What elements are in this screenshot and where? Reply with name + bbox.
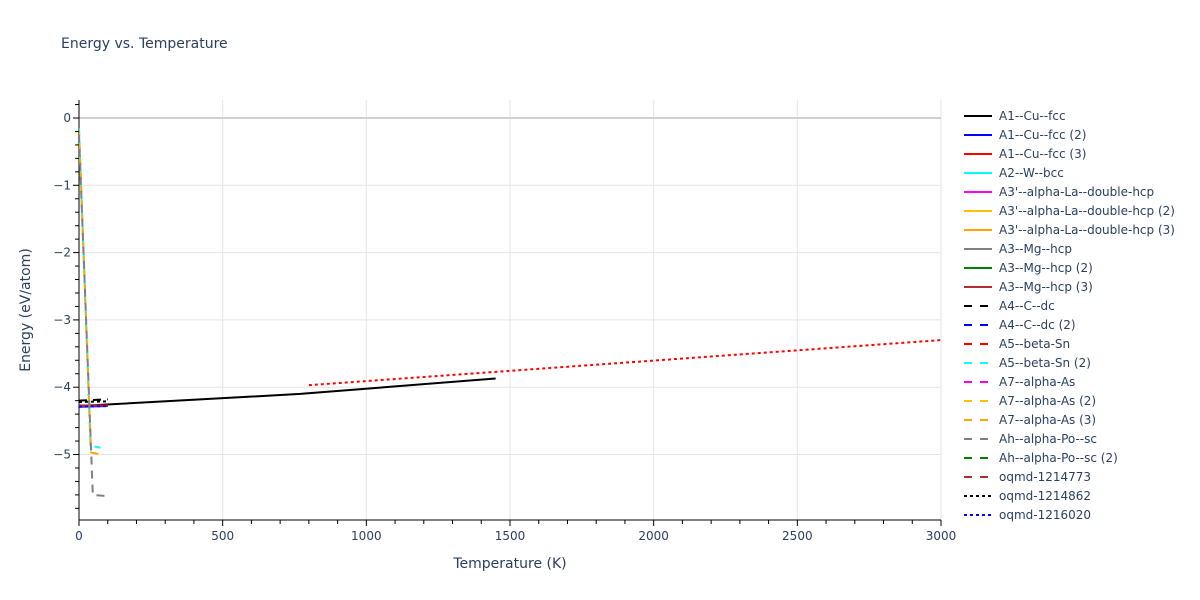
x-axis-title: Temperature (K): [452, 556, 566, 572]
x-tick-label: 1000: [351, 529, 382, 543]
legend-label: oqmd-1216020: [999, 507, 1092, 522]
legend-item[interactable]: A3--Mg--hcp (2): [962, 258, 1175, 277]
x-tick-label: 0: [75, 529, 83, 543]
y-axis-title: Energy (eV/atom): [18, 248, 34, 372]
legend-item[interactable]: A7--alpha-As (3): [962, 410, 1175, 429]
legend-item[interactable]: Ah--alpha-Po--sc (2): [962, 448, 1175, 467]
legend-label: A3'--alpha-La--double-hcp: [999, 184, 1155, 199]
legend-item[interactable]: oqmd-1216020: [962, 505, 1175, 524]
legend-swatch-icon: [964, 323, 992, 326]
legend-label: A7--alpha-As: [999, 374, 1076, 389]
legend-label: A2--W--bcc: [999, 165, 1064, 180]
series-line[interactable]: [79, 398, 108, 402]
legend-item[interactable]: A1--Cu--fcc: [962, 106, 1175, 125]
y-tick-label: −1: [53, 178, 71, 192]
legend-swatch-icon: [964, 342, 992, 345]
y-tick-label: −5: [53, 448, 71, 462]
legend-label: A1--Cu--fcc (3): [999, 146, 1087, 161]
x-tick-label: 1500: [495, 529, 526, 543]
legend-swatch-icon: [964, 380, 992, 383]
legend-label: A1--Cu--fcc (2): [999, 127, 1087, 142]
legend-swatch-icon: [964, 190, 992, 193]
x-tick-label: 3000: [926, 529, 957, 543]
legend-swatch-icon: [964, 437, 992, 440]
legend-label: A4--C--dc (2): [999, 317, 1076, 332]
y-tick-label: −2: [53, 246, 71, 260]
legend-swatch-icon: [964, 228, 992, 231]
legend-item[interactable]: A7--alpha-As (2): [962, 391, 1175, 410]
legend-swatch-icon: [964, 209, 992, 212]
legend-label: A1--Cu--fcc: [999, 108, 1066, 123]
legend-label: A3--Mg--hcp (3): [999, 279, 1093, 294]
legend-swatch-icon: [964, 114, 992, 117]
legend-swatch-icon: [964, 456, 992, 459]
legend-label: A5--beta-Sn (2): [999, 355, 1091, 370]
legend-swatch-icon: [964, 399, 992, 402]
legend-label: Ah--alpha-Po--sc: [999, 431, 1097, 446]
legend-label: A7--alpha-As (3): [999, 412, 1097, 427]
legend-label: oqmd-1214862: [999, 488, 1092, 503]
legend: A1--Cu--fcc A1--Cu--fcc (2) A1--Cu--fcc (3…: [962, 106, 1175, 524]
legend-item[interactable]: A1--Cu--fcc (2): [962, 125, 1175, 144]
legend-label: A3'--alpha-La--double-hcp (3): [999, 222, 1175, 237]
legend-swatch-icon: [964, 247, 992, 250]
legend-item[interactable]: A4--C--dc: [962, 296, 1175, 315]
legend-label: A3'--alpha-La--double-hcp (2): [999, 203, 1175, 218]
series-line[interactable]: [79, 405, 108, 408]
legend-item[interactable]: oqmd-1214862: [962, 486, 1175, 505]
legend-item[interactable]: A4--C--dc (2): [962, 315, 1175, 334]
y-tick-label: −3: [53, 313, 71, 327]
x-tick-label: 500: [211, 529, 234, 543]
legend-swatch-icon: [964, 494, 992, 497]
legend-label: A5--beta-Sn: [999, 336, 1071, 351]
legend-label: A3--Mg--hcp (2): [999, 260, 1093, 275]
legend-item[interactable]: A7--alpha-As: [962, 372, 1175, 391]
legend-swatch-icon: [964, 475, 992, 478]
legend-label: A7--alpha-As (2): [999, 393, 1097, 408]
series-line[interactable]: [79, 134, 108, 498]
legend-label: A3--Mg--hcp: [999, 241, 1072, 256]
y-tick-label: −4: [53, 380, 71, 394]
legend-item[interactable]: A3--Mg--hcp: [962, 239, 1175, 258]
legend-label: A4--C--dc: [999, 298, 1055, 313]
x-tick-label: 2500: [782, 529, 813, 543]
legend-swatch-icon: [964, 304, 992, 307]
legend-swatch-icon: [964, 266, 992, 269]
legend-item[interactable]: Ah--alpha-Po--sc: [962, 429, 1175, 448]
legend-swatch-icon: [964, 418, 992, 421]
legend-label: Ah--alpha-Po--sc (2): [999, 450, 1118, 465]
legend-swatch-icon: [964, 513, 992, 516]
legend-item[interactable]: A3--Mg--hcp (3): [962, 277, 1175, 296]
legend-item[interactable]: oqmd-1214773: [962, 467, 1175, 486]
legend-item[interactable]: A1--Cu--fcc (3): [962, 144, 1175, 163]
legend-item[interactable]: A3'--alpha-La--double-hcp (3): [962, 220, 1175, 239]
legend-swatch-icon: [964, 361, 992, 364]
legend-item[interactable]: A3'--alpha-La--double-hcp: [962, 182, 1175, 201]
legend-item[interactable]: A5--beta-Sn (2): [962, 353, 1175, 372]
series-line[interactable]: [79, 377, 496, 408]
chart-title: Energy vs. Temperature: [61, 36, 228, 52]
legend-label: oqmd-1214773: [999, 469, 1092, 484]
legend-item[interactable]: A2--W--bcc: [962, 163, 1175, 182]
series-line[interactable]: [79, 130, 101, 456]
x-tick-label: 2000: [638, 529, 669, 543]
legend-item[interactable]: A5--beta-Sn: [962, 334, 1175, 353]
legend-swatch-icon: [964, 133, 992, 136]
legend-swatch-icon: [964, 171, 992, 174]
series-line[interactable]: [308, 339, 941, 387]
legend-item[interactable]: A3'--alpha-La--double-hcp (2): [962, 201, 1175, 220]
legend-swatch-icon: [964, 152, 992, 155]
y-tick-label: 0: [63, 111, 71, 125]
legend-swatch-icon: [964, 285, 992, 288]
series-line[interactable]: [79, 400, 108, 404]
